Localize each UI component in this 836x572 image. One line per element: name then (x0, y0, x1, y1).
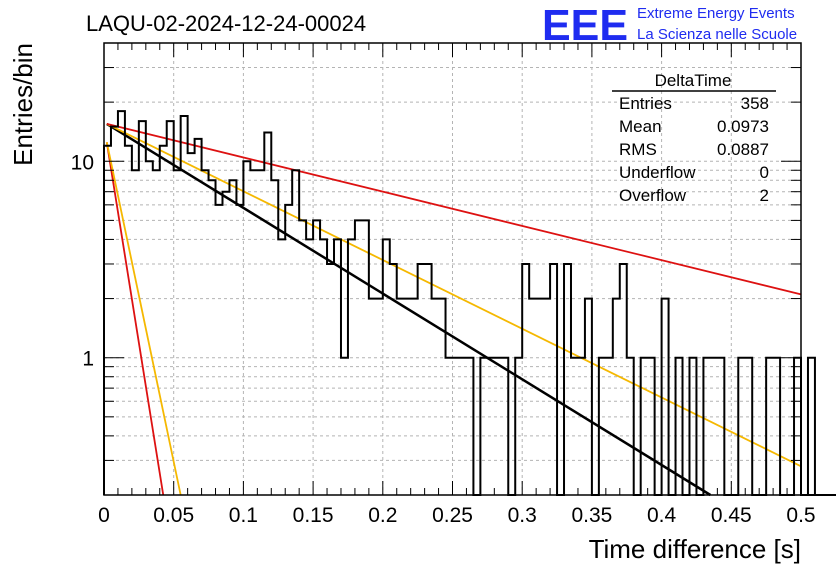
stat-label-mean: Mean (619, 117, 662, 136)
fit-curve (105, 142, 165, 496)
stats-box: DeltaTime Entries 358 Mean 0.0973 RMS 0.… (612, 71, 776, 205)
chart-title: LAQU-02-2024-12-24-00024 (86, 11, 366, 36)
y-axis-label: Entries/bin (8, 43, 38, 166)
stat-value-mean: 0.0973 (717, 117, 769, 136)
histogram-outline (103, 110, 836, 496)
stat-label-entries: Entries (619, 94, 672, 113)
x-tick-label: 0.35 (571, 504, 612, 527)
fit-curve (105, 142, 182, 496)
stat-value-underflow: 0 (760, 163, 769, 182)
y-tick-label: 10 (71, 151, 94, 174)
x-tick-label: 0.15 (293, 504, 334, 527)
x-tick-label: 0.2 (368, 504, 397, 527)
y-tick-label: 1 (82, 348, 94, 371)
stat-label-overflow: Overflow (619, 186, 687, 205)
fit-curves (105, 122, 802, 497)
logo-line-2: La Scienza nelle Scuole (637, 26, 797, 43)
x-tick-label: 0.45 (711, 504, 752, 527)
histogram-bars (103, 110, 836, 496)
x-tick-label: 0.05 (153, 504, 194, 527)
x-tick-label: 0.3 (508, 504, 537, 527)
logo-line-1: Extreme Energy Events (637, 5, 795, 22)
stat-label-rms: RMS (619, 140, 657, 159)
fit-curve (106, 123, 802, 296)
x-tick-label: 0.1 (229, 504, 258, 527)
x-tick-label: 0.25 (432, 504, 473, 527)
stats-title: DeltaTime (655, 71, 732, 90)
fit-curve (106, 123, 802, 468)
stat-label-underflow: Underflow (619, 163, 696, 182)
eee-logo: EEE (542, 1, 628, 50)
axis-ticks: 0 0.05 0.1 0.15 0.2 0.25 0.3 0.35 0.4 0.45 0.5 1 10 (71, 42, 816, 527)
x-tick-label: 0 (98, 504, 110, 527)
x-tick-label: 0.5 (786, 504, 815, 527)
stat-value-entries: 358 (741, 94, 769, 113)
x-tick-label: 0.4 (647, 504, 677, 527)
fit-curve (106, 122, 712, 497)
stat-value-rms: 0.0887 (717, 140, 769, 159)
stat-value-overflow: 2 (760, 186, 769, 205)
x-axis-label: Time difference [s] (589, 534, 801, 564)
